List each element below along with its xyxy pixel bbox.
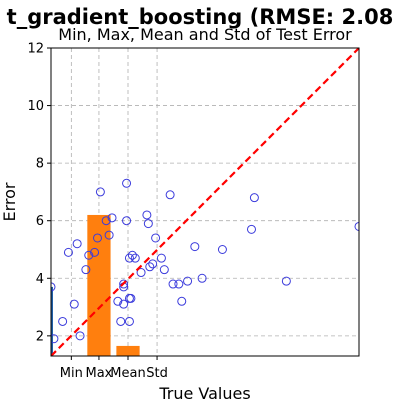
scatter-point <box>119 279 129 289</box>
chart-suptitle: t_gradient_boosting (RMSE: 2.08 <box>7 5 394 29</box>
bar-mean <box>116 345 140 356</box>
y-tick-label: 2 <box>36 329 44 344</box>
scatter-point <box>124 316 134 326</box>
scatter-point <box>122 216 132 226</box>
scatter-point <box>197 273 207 283</box>
scatter-point <box>145 262 155 272</box>
x-tick-label-mean: Mean <box>110 366 145 381</box>
scatter-point <box>174 279 184 289</box>
plot-marks <box>51 48 359 356</box>
scatter-point <box>69 299 79 309</box>
scatter-point <box>151 233 161 243</box>
scatter-point <box>126 293 136 303</box>
y-axis-label: Error <box>0 182 19 221</box>
scatter-point <box>119 299 129 309</box>
scatter-point <box>104 230 114 240</box>
scatter-point <box>143 219 153 229</box>
scatter-point <box>281 276 291 286</box>
scatter-point <box>249 193 259 203</box>
y-tick-label: 8 <box>36 157 44 172</box>
scatter-point <box>122 178 132 188</box>
y-tick-label: 6 <box>36 214 44 229</box>
scatter-point <box>75 331 85 341</box>
scatter-point <box>136 268 146 278</box>
scatter-point <box>127 250 137 260</box>
scatter-point <box>107 213 117 223</box>
scatter-point <box>72 239 82 249</box>
scatter-point <box>159 265 169 275</box>
scatter-point <box>183 276 193 286</box>
scatter-point <box>90 247 100 257</box>
scatter-point <box>81 265 91 275</box>
scatter-point <box>165 190 175 200</box>
scatter-point <box>84 250 94 260</box>
scatter-point <box>354 221 359 231</box>
scatter-point <box>156 253 166 263</box>
scatter-point <box>190 242 200 252</box>
scatter-point <box>148 259 158 269</box>
y-tick-label: 12 <box>27 42 44 57</box>
scatter-point <box>58 316 68 326</box>
plot-frame <box>50 47 360 357</box>
scatter-point <box>246 224 256 234</box>
x-tick-label-min: Min <box>60 366 83 381</box>
y-tick-label: 4 <box>36 272 44 287</box>
chart-title: Min, Max, Mean and Std of Test Error <box>58 25 352 44</box>
reference-line <box>51 48 359 356</box>
scatter-point <box>51 334 59 344</box>
scatter-point <box>124 253 134 263</box>
scatter-point <box>177 296 187 306</box>
x-tick-label-std: Std <box>146 366 168 381</box>
scatter-point <box>113 296 123 306</box>
scatter-point <box>130 253 140 263</box>
x-tick-label-max: Max <box>85 366 112 381</box>
scatter-point <box>217 244 227 254</box>
scatter-point <box>51 282 56 292</box>
scatter-point <box>116 316 126 326</box>
bar-max <box>87 214 111 356</box>
scatter-point <box>142 210 152 220</box>
edge-bar <box>51 286 53 356</box>
y-tick-label: 10 <box>27 99 44 114</box>
scatter-point <box>92 233 102 243</box>
scatter-point <box>101 216 111 226</box>
scatter-point <box>95 187 105 197</box>
scatter-point <box>168 279 178 289</box>
x-axis-label: True Values <box>158 384 250 400</box>
scatter-point <box>63 247 73 257</box>
